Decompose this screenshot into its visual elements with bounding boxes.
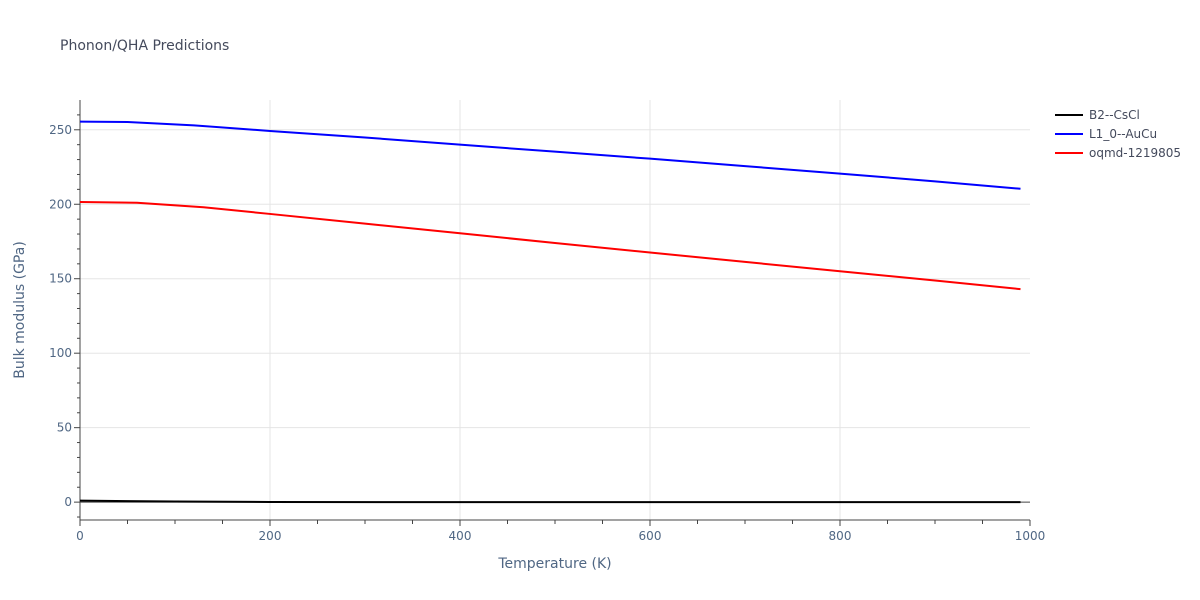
x-tick-label: 600	[639, 529, 662, 543]
legend[interactable]: B2--CsCl L1_0--AuCu oqmd-1219805	[1055, 108, 1181, 160]
axes: 0 200 400 600 800 1000 0 50 100 150 200 250	[49, 100, 1045, 543]
y-tick-label: 0	[64, 495, 72, 509]
y-tick-label: 50	[57, 421, 72, 435]
legend-item[interactable]: B2--CsCl	[1055, 108, 1140, 122]
y-tick-label: 200	[49, 197, 72, 211]
series-line	[79, 499, 1021, 504]
legend-label: oqmd-1219805	[1089, 146, 1181, 160]
legend-label: L1_0--AuCu	[1089, 127, 1157, 141]
series-line	[79, 120, 1021, 190]
x-tick-label: 1000	[1015, 529, 1046, 543]
x-axis-title: Temperature (K)	[497, 556, 611, 572]
chart-title: Phonon/QHA Predictions	[60, 38, 229, 54]
legend-item[interactable]: L1_0--AuCu	[1055, 127, 1157, 141]
y-tick-label: 100	[49, 346, 72, 360]
x-tick-label: 0	[76, 529, 84, 543]
legend-label: B2--CsCl	[1089, 108, 1140, 122]
y-tick-label: 150	[49, 272, 72, 286]
legend-item[interactable]: oqmd-1219805	[1055, 146, 1181, 160]
x-tick-label: 400	[449, 529, 472, 543]
y-axis-title: Bulk modulus (GPa)	[12, 241, 28, 379]
series-line	[79, 201, 1021, 291]
y-tick-label: 250	[49, 123, 72, 137]
grid	[80, 100, 1030, 520]
x-tick-label: 200	[259, 529, 282, 543]
x-tick-label: 800	[829, 529, 852, 543]
plot-area	[79, 120, 1021, 504]
